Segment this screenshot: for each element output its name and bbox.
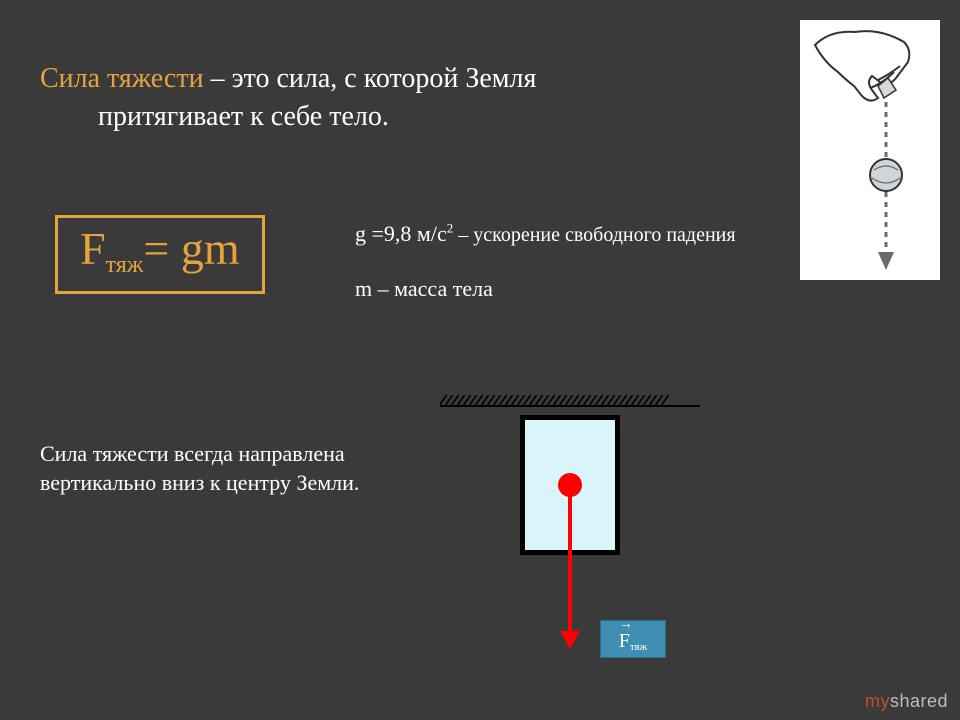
watermark-right: shared — [890, 691, 948, 711]
slide: Сила тяжести – это сила, с которой Земля… — [0, 0, 960, 720]
definition-rest1: это сила, с которой Земля — [232, 63, 537, 94]
watermark-left: my — [865, 691, 890, 711]
ball-icon — [870, 159, 902, 191]
watermark: myshared — [865, 691, 948, 712]
ceiling — [440, 395, 700, 407]
formula-lhs: F — [80, 223, 106, 274]
definition-dash: – — [204, 63, 232, 94]
ceiling-line — [440, 405, 700, 407]
force-vector-line — [568, 485, 572, 635]
center-of-mass-dot — [558, 473, 582, 497]
fall-arrowhead-icon — [878, 252, 894, 270]
hand-drop-illustration — [800, 20, 940, 280]
g-units: м/с2 — [417, 221, 453, 246]
direction-line1: Сила тяжести всегда направлена — [40, 440, 440, 469]
definition-line2: притягивает к себе тело. — [40, 98, 760, 136]
formula-lhs-sub: тяж — [106, 252, 144, 278]
g-dash: – — [453, 224, 473, 246]
m-definition: m – масса тела — [355, 275, 785, 304]
gravity-diagram: Fтяж — [440, 395, 700, 695]
g-prefix: g =9,8 — [355, 221, 417, 246]
g-definition: g =9,8 м/с2 – ускорение свободного паден… — [355, 220, 785, 249]
force-label-sym: F — [619, 621, 630, 661]
definition-term: Сила тяжести — [40, 63, 204, 94]
g-desc: ускорение свободного падения — [473, 224, 735, 246]
explanation: g =9,8 м/с2 – ускорение свободного паден… — [355, 220, 785, 303]
hand-drop-svg — [800, 20, 940, 280]
force-label: Fтяж — [600, 620, 666, 658]
force-vector-arrowhead — [560, 631, 580, 649]
direction-line2: вертикально вниз к центру Земли. — [40, 469, 440, 498]
formula-eq: = gm — [143, 223, 239, 274]
formula-box: Fтяж= gm — [55, 215, 265, 294]
direction-text: Сила тяжести всегда направлена вертикаль… — [40, 440, 440, 497]
